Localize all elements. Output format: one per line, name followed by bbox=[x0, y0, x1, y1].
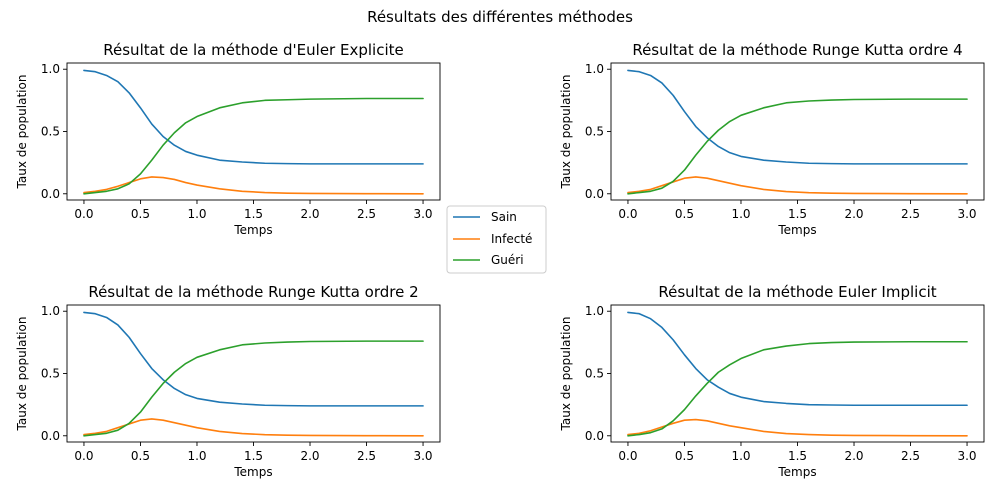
series-line-sain-euler-implicit bbox=[627, 311, 968, 407]
subplot-title-runge-kutta-2: Résultat de la méthode Runge Kutta ordre… bbox=[88, 283, 418, 301]
x-tick-label: 2.5 bbox=[357, 207, 376, 221]
subplot-runge-kutta-4: Résultat de la méthode Runge Kutta ordre… bbox=[559, 41, 985, 237]
series-line-infecte-euler-implicit bbox=[627, 418, 968, 437]
legend-label-infecte: Infecté bbox=[491, 232, 532, 246]
x-tick-label: 3.0 bbox=[413, 449, 432, 463]
x-tick-label: 3.0 bbox=[957, 449, 976, 463]
x-tick-label: 0.5 bbox=[675, 449, 694, 463]
x-tick-label: 1.5 bbox=[244, 207, 263, 221]
subplot-title-euler-implicit: Résultat de la méthode Euler Implicit bbox=[658, 283, 936, 301]
x-tick-label: 3.0 bbox=[957, 207, 976, 221]
legend-entry-gueri: Guéri bbox=[453, 253, 524, 267]
series-line-gueri-runge-kutta-2 bbox=[83, 340, 424, 437]
x-tick-label: 2.0 bbox=[844, 449, 863, 463]
x-tick-label: 3.0 bbox=[413, 207, 432, 221]
x-tick-label: 0.5 bbox=[131, 449, 150, 463]
series-line-infecte-euler-explicite bbox=[83, 176, 424, 195]
x-axis-label-runge-kutta-2: Temps bbox=[233, 465, 272, 479]
y-tick-label: 0.5 bbox=[41, 367, 60, 381]
y-axis-label-runge-kutta-2: Taux de population bbox=[15, 317, 29, 432]
subplot-title-runge-kutta-4: Résultat de la méthode Runge Kutta ordre… bbox=[632, 41, 962, 59]
x-tick-label: 0.0 bbox=[618, 449, 637, 463]
series-line-infecte-runge-kutta-2 bbox=[83, 418, 424, 437]
x-tick-label: 1.5 bbox=[244, 449, 263, 463]
x-axis-label-euler-explicite: Temps bbox=[233, 223, 272, 237]
x-tick-label: 2.0 bbox=[300, 449, 319, 463]
legend: Sain Infecté Guéri bbox=[446, 205, 547, 274]
legend-entry-infecte: Infecté bbox=[453, 232, 532, 246]
x-tick-label: 0.0 bbox=[74, 207, 93, 221]
y-tick-label: 1.0 bbox=[41, 62, 60, 76]
x-tick-label: 0.5 bbox=[131, 207, 150, 221]
x-tick-label: 1.0 bbox=[187, 449, 206, 463]
x-axis-label-runge-kutta-4: Temps bbox=[777, 223, 816, 237]
figure-title: Résultats des différentes méthodes bbox=[367, 8, 633, 26]
series-line-gueri-euler-implicit bbox=[627, 340, 968, 437]
x-tick-label: 1.0 bbox=[731, 207, 750, 221]
subplot-runge-kutta-2: Résultat de la méthode Runge Kutta ordre… bbox=[15, 283, 441, 479]
x-tick-label: 2.5 bbox=[357, 449, 376, 463]
x-tick-label: 2.5 bbox=[901, 207, 920, 221]
subplot-title-euler-explicite: Résultat de la méthode d'Euler Explicite bbox=[103, 41, 403, 59]
x-tick-label: 2.0 bbox=[844, 207, 863, 221]
legend-label-sain: Sain bbox=[491, 210, 517, 224]
x-tick-label: 2.0 bbox=[300, 207, 319, 221]
y-axis-label-euler-explicite: Taux de population bbox=[15, 75, 29, 190]
series-line-gueri-runge-kutta-4 bbox=[627, 98, 968, 195]
y-tick-label: 0.0 bbox=[41, 429, 60, 443]
y-tick-label: 0.0 bbox=[585, 429, 604, 443]
axes-frame-runge-kutta-2 bbox=[66, 304, 441, 443]
series-line-sain-runge-kutta-2 bbox=[83, 311, 424, 407]
y-axis-label-runge-kutta-4: Taux de population bbox=[559, 75, 573, 190]
y-tick-label: 0.0 bbox=[585, 187, 604, 201]
x-tick-label: 0.0 bbox=[618, 207, 637, 221]
x-tick-label: 1.0 bbox=[731, 449, 750, 463]
series-line-infecte-runge-kutta-4 bbox=[627, 176, 968, 195]
y-tick-label: 1.0 bbox=[585, 304, 604, 318]
y-tick-label: 0.5 bbox=[585, 367, 604, 381]
x-tick-label: 1.5 bbox=[788, 207, 807, 221]
subplot-euler-implicit: Résultat de la méthode Euler Implicit 0.0… bbox=[559, 283, 985, 479]
y-tick-label: 1.0 bbox=[41, 304, 60, 318]
axes-frame-runge-kutta-4 bbox=[610, 62, 985, 201]
series-line-sain-euler-explicite bbox=[83, 69, 424, 165]
x-tick-label: 2.5 bbox=[901, 449, 920, 463]
series-line-gueri-euler-explicite bbox=[83, 97, 424, 195]
axes-frame-euler-implicit bbox=[610, 304, 985, 443]
legend-entry-sain: Sain bbox=[453, 210, 517, 224]
series-line-sain-runge-kutta-4 bbox=[627, 69, 968, 165]
x-tick-label: 1.5 bbox=[788, 449, 807, 463]
axes-frame-euler-explicite bbox=[66, 62, 441, 201]
y-tick-label: 0.5 bbox=[585, 125, 604, 139]
y-tick-label: 0.0 bbox=[41, 187, 60, 201]
subplot-euler-explicite: Résultat de la méthode d'Euler Explicite… bbox=[15, 41, 441, 237]
x-tick-label: 0.0 bbox=[74, 449, 93, 463]
y-tick-label: 1.0 bbox=[585, 62, 604, 76]
y-tick-label: 0.5 bbox=[41, 125, 60, 139]
y-axis-label-euler-implicit: Taux de population bbox=[559, 317, 573, 432]
x-tick-label: 1.0 bbox=[187, 207, 206, 221]
x-axis-label-euler-implicit: Temps bbox=[777, 465, 816, 479]
x-tick-label: 0.5 bbox=[675, 207, 694, 221]
legend-frame bbox=[446, 205, 547, 274]
legend-label-gueri: Guéri bbox=[491, 253, 524, 267]
